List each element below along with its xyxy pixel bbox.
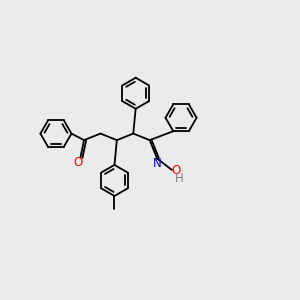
Text: H: H — [175, 172, 184, 185]
Text: N: N — [152, 157, 161, 170]
Text: O: O — [74, 156, 83, 169]
Text: O: O — [171, 164, 180, 177]
